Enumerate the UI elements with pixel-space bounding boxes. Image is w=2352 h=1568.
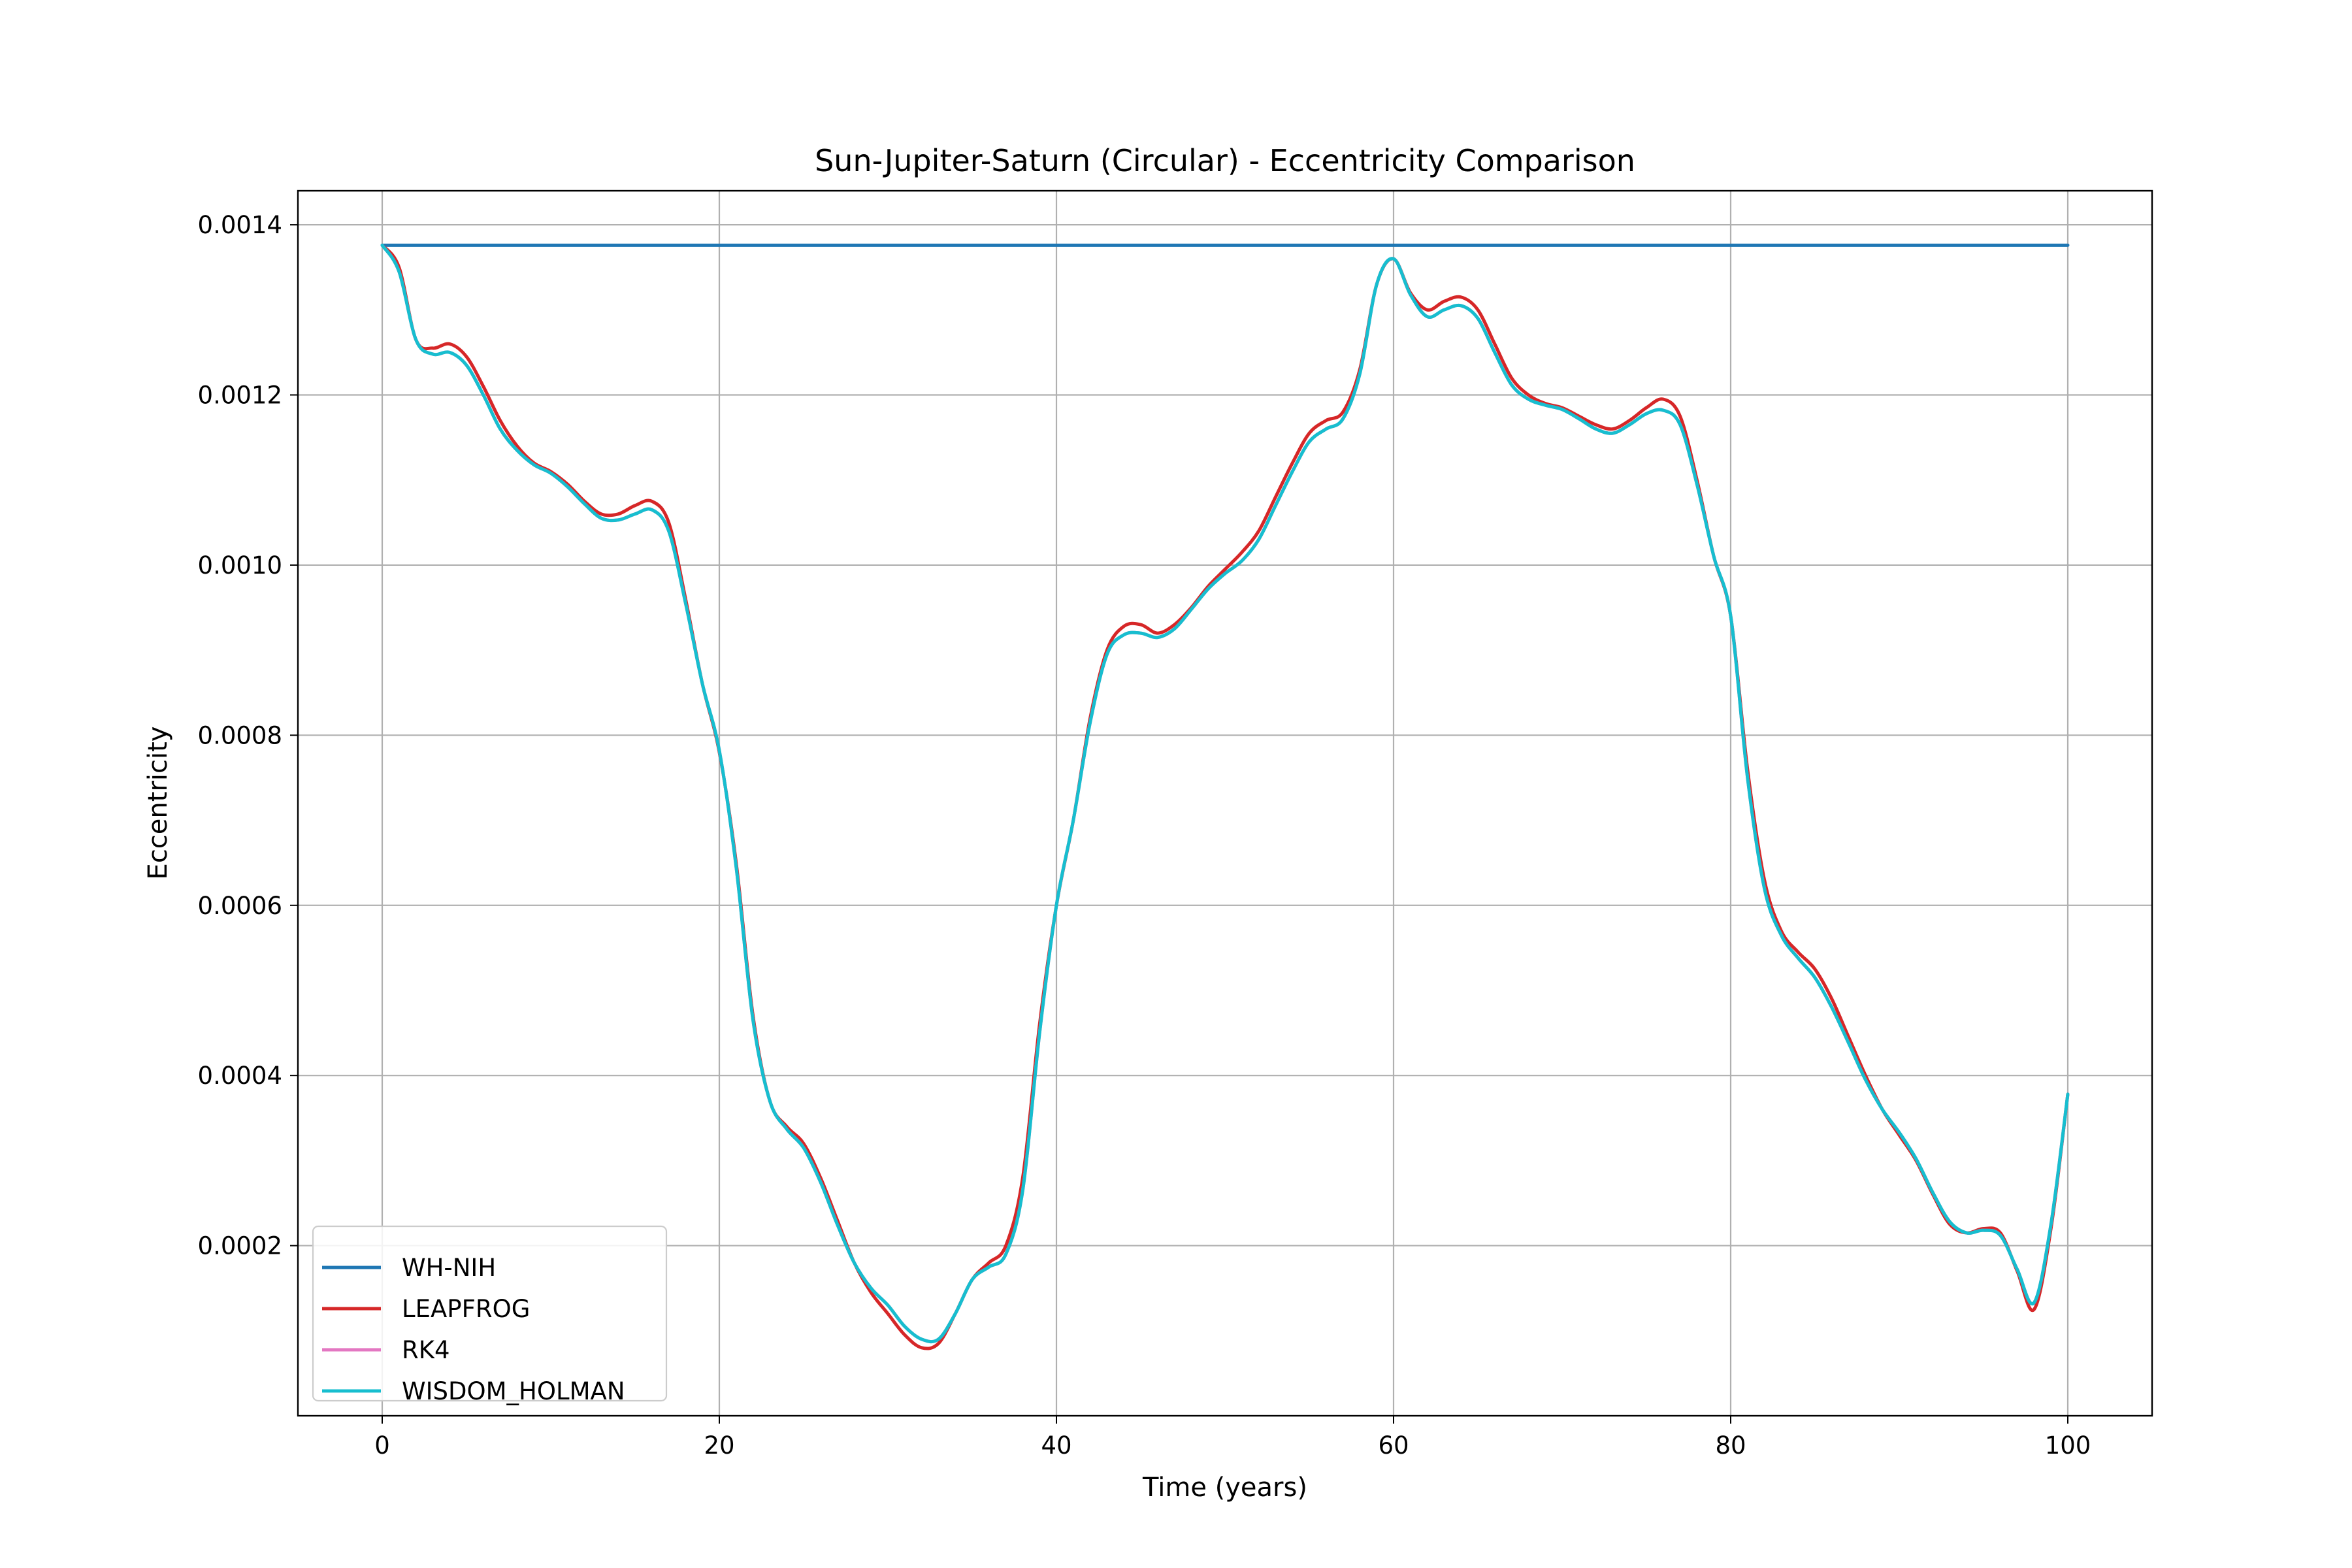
y-tick-label: 0.0002 xyxy=(198,1232,282,1260)
series-layer xyxy=(380,243,2070,1350)
x-tick-label: 40 xyxy=(1041,1431,1071,1460)
axis-ticks: 0 20 40 60 80 100 0.0002 0.0004 0.0006 0.0008 0.00… xyxy=(198,211,2091,1460)
x-tick-label: 0 xyxy=(374,1431,390,1460)
y-tick-label: 0.0004 xyxy=(198,1062,282,1090)
y-axis-label: Eccentricity xyxy=(143,727,173,880)
legend-box xyxy=(312,1225,668,1402)
y-tick-label: 0.0014 xyxy=(198,211,282,239)
y-tick-label: 0.0012 xyxy=(198,382,282,410)
series-line-wisdom-holman xyxy=(380,243,2070,1344)
x-tick-label: 80 xyxy=(1715,1431,1746,1460)
plot-frame xyxy=(297,189,2153,1417)
legend-label-wh-nih: WH-NIH xyxy=(402,1254,496,1282)
grid xyxy=(298,191,2152,1416)
legend-label-wisdom-holman: WISDOM_HOLMAN xyxy=(402,1377,625,1405)
y-tick-label: 0.0010 xyxy=(198,551,282,580)
chart-title: Sun-Jupiter-Saturn (Circular) - Eccentri… xyxy=(815,143,1635,178)
legend: WH-NIH LEAPFROG RK4 WISDOM_HOLMAN xyxy=(312,1225,668,1405)
x-axis-label: Time (years) xyxy=(1142,1473,1307,1503)
x-tick-label: 60 xyxy=(1378,1431,1409,1460)
x-tick-label: 100 xyxy=(2045,1431,2091,1460)
legend-label-leapfrog: LEAPFROG xyxy=(402,1295,530,1323)
x-tick-label: 20 xyxy=(704,1431,734,1460)
y-tick-label: 0.0006 xyxy=(198,892,282,920)
legend-label-rk4: RK4 xyxy=(402,1336,450,1364)
y-tick-label: 0.0008 xyxy=(198,721,282,749)
